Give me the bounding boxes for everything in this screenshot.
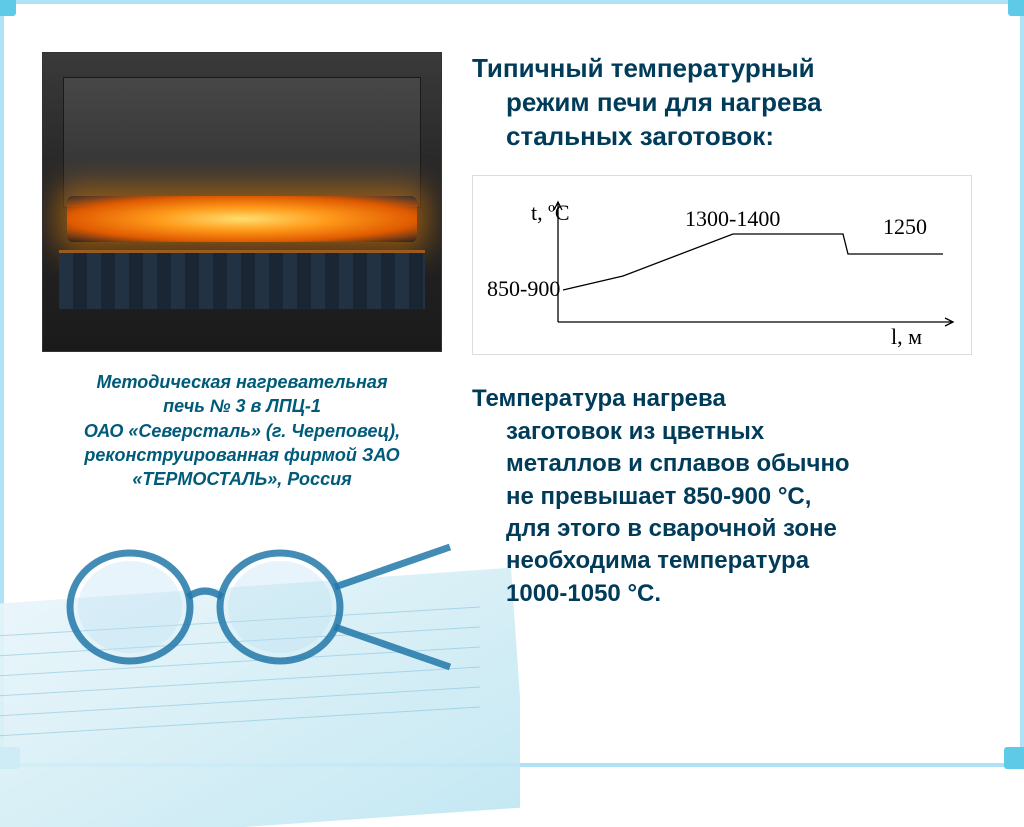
- heading-line: стальных заготовок:: [476, 120, 982, 154]
- caption-line: реконструированная фирмой ЗАО: [84, 445, 399, 465]
- heading-line: Типичный температурный: [472, 53, 815, 83]
- photo-caption: Методическая нагревательная печь № 3 в Л…: [84, 370, 400, 491]
- caption-line: Методическая нагревательная: [96, 372, 387, 392]
- left-column: Методическая нагревательная печь № 3 в Л…: [42, 52, 442, 735]
- slide-heading: Типичный температурный режим печи для на…: [472, 52, 982, 153]
- right-column: Типичный температурный режим печи для на…: [472, 52, 982, 735]
- caption-line: печь № 3 в ЛПЦ-1: [163, 396, 321, 416]
- body-line: для этого в сварочной зоне: [472, 513, 982, 545]
- body-line: металлов и сплавов обычно: [472, 448, 982, 480]
- body-line: Температура нагрева: [472, 385, 726, 412]
- body-text: Температура нагрева заготовок из цветных…: [472, 383, 982, 610]
- caption-line: «ТЕРМОСТАЛЬ», Россия: [132, 469, 351, 489]
- body-line: не превышает 850-900 °С,: [472, 481, 982, 513]
- furnace-photo: [42, 52, 442, 352]
- body-line: необходима температура: [472, 545, 982, 577]
- body-line: заготовок из цветных: [472, 416, 982, 448]
- temperature-chart: t, ºC 850-900 1300-1400 1250 l, м: [472, 175, 972, 355]
- heading-line: режим печи для нагрева: [476, 86, 982, 120]
- chart-svg: [473, 176, 973, 356]
- caption-line: ОАО «Северсталь» (г. Череповец),: [84, 421, 400, 441]
- body-line: 1000-1050 °С.: [472, 578, 982, 610]
